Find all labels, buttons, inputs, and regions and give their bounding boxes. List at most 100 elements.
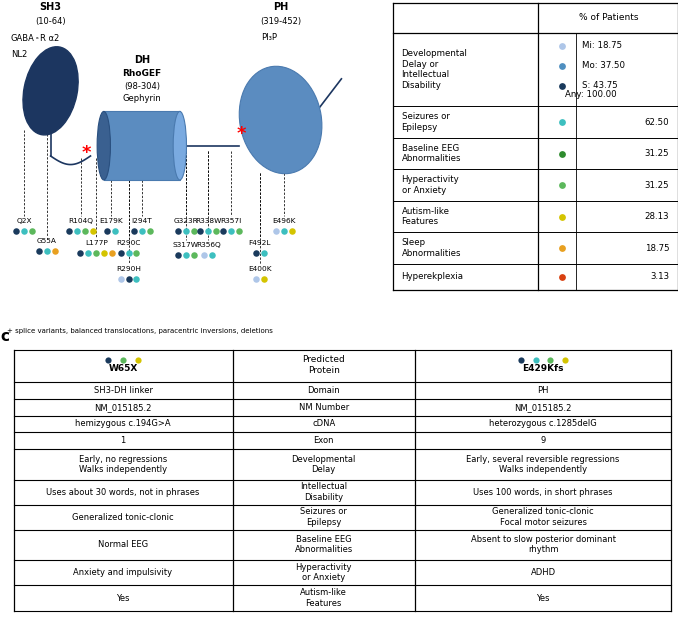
Point	[115, 248, 126, 258]
Point	[556, 243, 567, 253]
Text: PH: PH	[537, 386, 549, 395]
Text: Seizures or
Epilepsy: Seizures or Epilepsy	[401, 113, 449, 131]
Point	[556, 211, 567, 221]
Point	[556, 180, 567, 190]
Text: Mi: 18.75: Mi: 18.75	[582, 42, 622, 50]
Point	[34, 246, 45, 256]
Text: Baseline EEG
Abnormalities: Baseline EEG Abnormalities	[295, 535, 353, 555]
Ellipse shape	[23, 47, 78, 135]
Text: Hyperactivity
or Anxiety: Hyperactivity or Anxiety	[401, 175, 460, 195]
Point	[211, 226, 222, 236]
Text: PH: PH	[273, 2, 288, 12]
Text: E400K: E400K	[248, 265, 271, 272]
Point	[128, 226, 139, 236]
Text: Early, no regressions
Walks independently: Early, no regressions Walks independentl…	[79, 455, 167, 474]
Point	[18, 226, 29, 236]
Text: Hyperekplexia: Hyperekplexia	[401, 272, 464, 282]
Point	[271, 226, 282, 236]
Text: R104Q: R104Q	[68, 218, 93, 224]
Text: + splice variants, balanced translocations, paracentric inversions, deletions: + splice variants, balanced translocatio…	[7, 328, 273, 334]
Text: SH3: SH3	[40, 2, 62, 12]
Text: L177P: L177P	[85, 240, 108, 246]
Point	[118, 355, 129, 365]
Text: Any: 100.00: Any: 100.00	[564, 90, 616, 99]
Point	[131, 274, 142, 284]
Text: (10-64): (10-64)	[35, 17, 66, 26]
Point	[195, 226, 206, 236]
Text: *: *	[237, 125, 247, 143]
Point	[287, 226, 298, 236]
Point	[71, 226, 82, 236]
Text: Intellectual
Disability: Intellectual Disability	[300, 482, 347, 502]
Point	[188, 226, 199, 236]
Text: E496K: E496K	[273, 218, 296, 224]
Text: cDNA: cDNA	[312, 420, 336, 428]
Point	[180, 250, 191, 260]
Text: R290C: R290C	[116, 240, 140, 246]
Text: NL2: NL2	[11, 50, 27, 58]
Point	[83, 248, 94, 258]
Text: Mo: 37.50: Mo: 37.50	[582, 61, 625, 70]
Point	[90, 248, 101, 258]
Text: Developmental
Delay: Developmental Delay	[292, 455, 356, 474]
Text: Q2X: Q2X	[16, 218, 32, 224]
Point	[203, 226, 214, 236]
Text: PI₃P: PI₃P	[261, 33, 277, 42]
Point	[136, 226, 147, 236]
Point	[107, 248, 118, 258]
Text: 3.13: 3.13	[650, 272, 669, 282]
Text: R357I: R357I	[221, 218, 242, 224]
Text: R338W: R338W	[195, 218, 221, 224]
Text: Uses 100 words, in short phrases: Uses 100 words, in short phrases	[473, 487, 613, 497]
Point	[279, 226, 290, 236]
Point	[556, 41, 567, 51]
Text: c: c	[0, 328, 9, 343]
Text: Autism-like
Features: Autism-like Features	[300, 588, 347, 608]
Point	[556, 272, 567, 282]
Point	[556, 148, 567, 159]
Text: R α2: R α2	[40, 35, 60, 43]
Point	[218, 226, 229, 236]
Point	[64, 226, 75, 236]
Point	[250, 248, 261, 258]
Point	[225, 226, 236, 236]
Text: hemizygous c.194G>A: hemizygous c.194G>A	[75, 420, 171, 428]
Point	[123, 274, 134, 284]
Text: 9: 9	[540, 436, 546, 445]
Point	[75, 248, 86, 258]
Point	[103, 355, 114, 365]
Text: Anxiety and impulsivity: Anxiety and impulsivity	[73, 568, 173, 577]
Text: RhoGEF: RhoGEF	[122, 69, 162, 77]
Text: Predicted
Protein: Predicted Protein	[302, 355, 345, 375]
Text: 31.25: 31.25	[645, 149, 669, 158]
Text: NM_015185.2: NM_015185.2	[95, 403, 152, 412]
Text: 62.50: 62.50	[645, 118, 669, 126]
Point	[172, 250, 183, 260]
Text: Domain: Domain	[308, 386, 340, 395]
Text: S: 43.75: S: 43.75	[582, 81, 618, 90]
Text: F492L: F492L	[249, 240, 271, 246]
Text: ADHD: ADHD	[531, 568, 556, 577]
Text: E429Kfs: E429Kfs	[523, 364, 564, 373]
Point	[145, 226, 155, 236]
Point	[250, 274, 261, 284]
Text: heterozygous c.1285delG: heterozygous c.1285delG	[489, 420, 597, 428]
Point	[131, 248, 142, 258]
Point	[556, 81, 567, 91]
Text: (98-304): (98-304)	[124, 82, 160, 91]
Text: G323R: G323R	[173, 218, 198, 224]
Point	[207, 250, 218, 260]
Text: GABA: GABA	[11, 35, 34, 43]
Text: Generalized tonic-clonic
Focal motor seizures: Generalized tonic-clonic Focal motor sei…	[493, 508, 594, 527]
Point	[180, 226, 191, 236]
Point	[88, 226, 99, 236]
Point	[516, 355, 527, 365]
Point	[132, 355, 143, 365]
Text: W65X: W65X	[108, 364, 138, 373]
Point	[560, 355, 571, 365]
Text: Yes: Yes	[116, 594, 130, 603]
Text: G55A: G55A	[37, 238, 57, 244]
Text: 31.25: 31.25	[645, 181, 669, 189]
Text: Seizures or
Epilepsy: Seizures or Epilepsy	[300, 508, 347, 527]
Point	[110, 226, 121, 236]
